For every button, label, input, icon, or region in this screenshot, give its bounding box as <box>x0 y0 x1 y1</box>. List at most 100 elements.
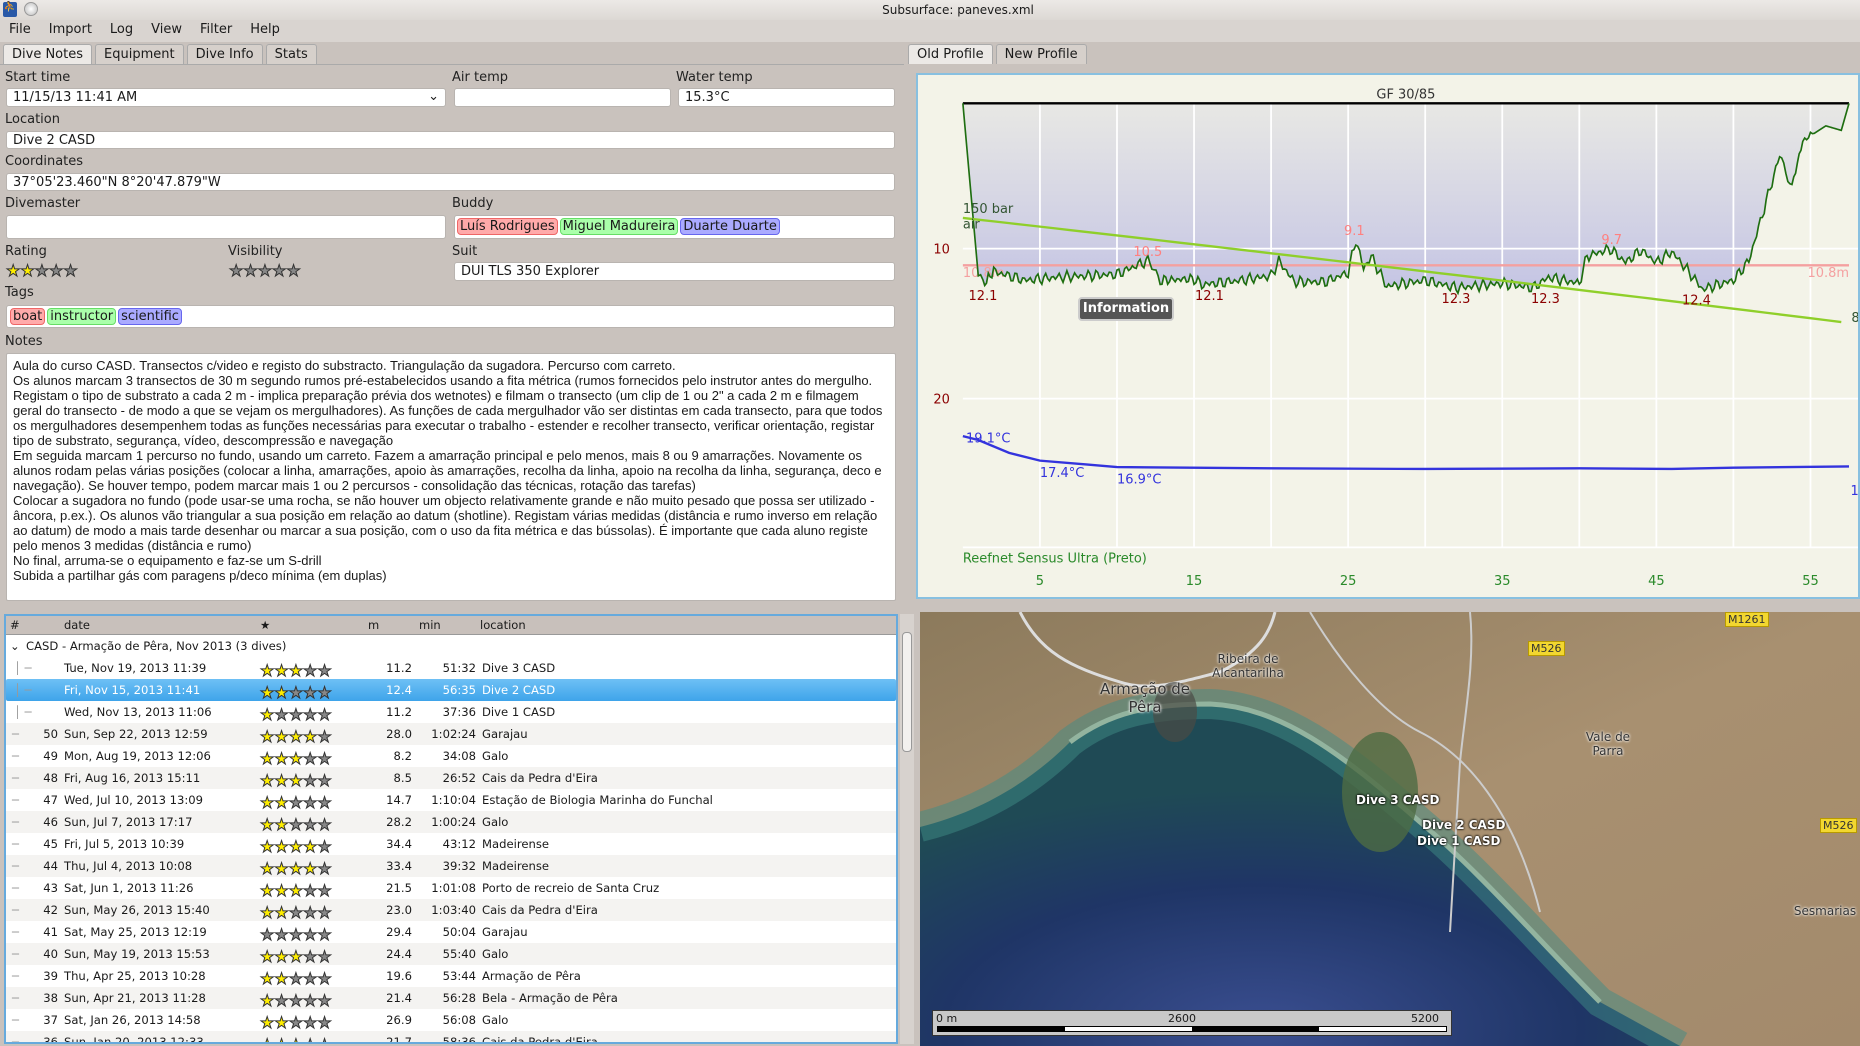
scale-ruler <box>937 1026 1447 1032</box>
dive-marker-label[interactable]: Dive 1 CASD <box>1417 834 1501 848</box>
dive-row[interactable]: ─ 41 Sat, May 25, 2013 12:19 ★★★★★ 29.4 50:04… <box>6 921 896 943</box>
menu-filter[interactable]: Filter <box>200 22 233 37</box>
dive-marker-label[interactable]: Dive 3 CASD <box>1356 793 1440 807</box>
tree-line-icon: ─ <box>12 947 19 961</box>
suit-input[interactable]: DUI TLS 350 Explorer <box>454 262 895 281</box>
ceiling-label: 10.8m <box>1807 266 1849 281</box>
dive-row[interactable]: ─ 45 Fri, Jul 5, 2013 10:39 ★★★★★ 34.4 43:12 M… <box>6 833 896 855</box>
dive-date: Sat, Jan 26, 2013 14:58 <box>64 1013 201 1027</box>
star-empty-icon: ★ <box>288 991 304 1010</box>
dive-location: Galo <box>482 749 509 763</box>
dive-row[interactable]: ─ 39 Thu, Apr 25, 2013 10:28 ★★★★★ 19.6 53:44… <box>6 965 896 987</box>
x-tick-label: 25 <box>1340 574 1357 589</box>
star-empty-icon: ★ <box>303 683 318 702</box>
dive-row[interactable]: ─ 40 Sun, May 19, 2013 15:53 ★★★★★ 24.4 55:40… <box>6 943 896 965</box>
coordinates-input[interactable]: 37°05'23.460"N 8°20'47.879"W <box>6 173 895 191</box>
dive-row[interactable]: ─ 44 Thu, Jul 4, 2013 10:08 ★★★★★ 33.4 39:32 M… <box>6 855 896 877</box>
column-rating[interactable]: ★ <box>260 618 271 632</box>
star-filled-icon: ★ <box>274 903 289 922</box>
dive-row[interactable]: ─ 48 Fri, Aug 16, 2013 15:11 ★★★★★ 8.5 26:52 C… <box>6 767 896 789</box>
dive-date: Mon, Aug 19, 2013 12:06 <box>64 749 211 763</box>
dive-row[interactable]: ─ 46 Sun, Jul 7, 2013 17:17 ★★★★★ 28.2 1:00:2… <box>6 811 896 833</box>
dive-row[interactable]: ─ 42 Sun, May 26, 2013 15:40 ★★★★★ 23.0 1:03:… <box>6 899 896 921</box>
star-empty-icon: ★ <box>303 881 318 900</box>
tab-dive-info[interactable]: Dive Info <box>186 44 263 64</box>
tab-old-profile[interactable]: Old Profile <box>908 44 993 64</box>
star-empty-icon: ★ <box>243 261 258 280</box>
column-number[interactable]: # <box>10 618 20 632</box>
dive-duration: 1:10:04 <box>431 793 476 807</box>
dive-marker-label[interactable]: Dive 2 CASD <box>1422 818 1506 832</box>
star-filled-icon: ★ <box>274 661 289 680</box>
rating-stars[interactable]: ★★★★★ <box>5 262 78 279</box>
star-filled-icon: ★ <box>259 969 275 988</box>
dive-rating: ★★★★★ <box>259 991 332 1013</box>
location-input[interactable]: Dive 2 CASD <box>6 131 895 149</box>
dive-duration: 50:04 <box>442 925 476 939</box>
dive-date: Sun, Jan 20, 2013 12:33 <box>64 1035 204 1044</box>
dive-depth: 33.4 <box>386 859 412 873</box>
column-date[interactable]: date <box>64 618 90 632</box>
star-empty-icon: ★ <box>317 1035 332 1042</box>
dive-row[interactable]: │ ─ Tue, Nov 19, 2013 11:39 ★★★★★ 11.2 51:32… <box>6 657 896 679</box>
star-empty-icon: ★ <box>303 969 318 988</box>
star-filled-icon: ★ <box>259 683 275 702</box>
map-view[interactable]: Armação de Pêra Ribeira de Alcantarilha … <box>920 612 1860 1046</box>
dive-row[interactable]: ─ 47 Wed, Jul 10, 2013 13:09 ★★★★★ 14.7 1:10:… <box>6 789 896 811</box>
visibility-stars[interactable]: ★★★★★ <box>228 261 301 280</box>
start-time-combo[interactable]: 11/15/13 11:41 AM ⌄ <box>6 88 446 107</box>
menu-file[interactable]: File <box>9 22 31 37</box>
tab-equipment[interactable]: Equipment <box>95 44 184 64</box>
scale-label: 0 m <box>936 1012 958 1025</box>
star-filled-icon: ★ <box>259 749 275 768</box>
tags-input[interactable]: boat instructor scientific <box>6 305 895 328</box>
dive-row[interactable]: ─ 43 Sat, Jun 1, 2013 11:26 ★★★★★ 21.5 1:01:0… <box>6 877 896 899</box>
tab-new-profile[interactable]: New Profile <box>995 44 1087 64</box>
dive-depth: 12.4 <box>386 683 412 697</box>
temperature-label: 16 <box>1851 484 1858 499</box>
star-empty-icon: ★ <box>303 771 318 790</box>
water-temp-input[interactable]: 15.3°C <box>678 88 895 107</box>
dive-date: Sun, Jul 7, 2013 17:17 <box>64 815 193 829</box>
dive-list[interactable]: # date ★ m min location ⌄ CASD - Armação… <box>4 614 898 1044</box>
tree-line-icon: ─ <box>12 815 19 829</box>
buddy-input[interactable]: Luís Rodrigues Miguel Madureira Duarte Dua… <box>454 215 895 239</box>
dive-row[interactable]: ─ 38 Sun, Apr 21, 2013 11:28 ★★★★★ 21.4 56:28… <box>6 987 896 1009</box>
tab-dive-notes[interactable]: Dive Notes <box>3 44 92 64</box>
dive-duration: 56:08 <box>442 1013 476 1027</box>
menu-help[interactable]: Help <box>250 22 280 37</box>
column-duration[interactable]: min <box>419 618 441 632</box>
column-location[interactable]: location <box>480 618 526 632</box>
dive-row[interactable]: │ ─ Wed, Nov 13, 2013 11:06 ★★★★★ 11.2 37:36… <box>6 701 896 723</box>
max-depth-label: 12.1 <box>1195 289 1224 304</box>
column-depth[interactable]: m <box>368 618 380 632</box>
menu-log[interactable]: Log <box>109 22 134 37</box>
star-filled-icon: ★ <box>259 661 275 680</box>
dive-row[interactable]: │ ─ Fri, Nov 15, 2013 11:41 ★★★★★ 12.4 56:35… <box>6 679 896 701</box>
x-tick-label: 55 <box>1802 574 1819 589</box>
star-filled-icon: ★ <box>303 859 318 878</box>
scrollbar-thumb[interactable] <box>902 632 912 752</box>
tree-line-icon: ─ <box>12 727 19 741</box>
notes-textarea[interactable]: Aula do curso CASD. Transectos c/video e… <box>6 353 896 601</box>
dive-row[interactable]: ─ 50 Sun, Sep 22, 2013 12:59 ★★★★★ 28.0 1:02:… <box>6 723 896 745</box>
dive-row[interactable]: ─ 49 Mon, Aug 19, 2013 12:06 ★★★★★ 8.2 34:08 G… <box>6 745 896 767</box>
dive-date: Sat, May 25, 2013 12:19 <box>64 925 207 939</box>
dive-row[interactable]: ─ 37 Sat, Jan 26, 2013 14:58 ★★★★★ 26.9 56:08… <box>6 1009 896 1031</box>
star-filled-icon: ★ <box>274 837 289 856</box>
menu-view[interactable]: View <box>151 22 183 37</box>
divemaster-input[interactable] <box>6 215 446 239</box>
trip-group-row[interactable]: ⌄ CASD - Armação de Pêra, Nov 2013 (3 di… <box>6 635 896 657</box>
air-temp-input[interactable] <box>454 88 671 107</box>
tab-stats[interactable]: Stats <box>265 44 317 64</box>
collapse-icon[interactable]: ⌄ <box>10 639 20 653</box>
dive-number: 46 <box>43 815 58 829</box>
star-empty-icon: ★ <box>317 771 332 790</box>
menu-import[interactable]: Import <box>48 22 92 37</box>
star-empty-icon: ★ <box>317 793 332 812</box>
window-menu-button[interactable] <box>24 2 38 16</box>
star-filled-icon: ★ <box>274 947 289 966</box>
information-button[interactable]: Information <box>1078 297 1174 321</box>
